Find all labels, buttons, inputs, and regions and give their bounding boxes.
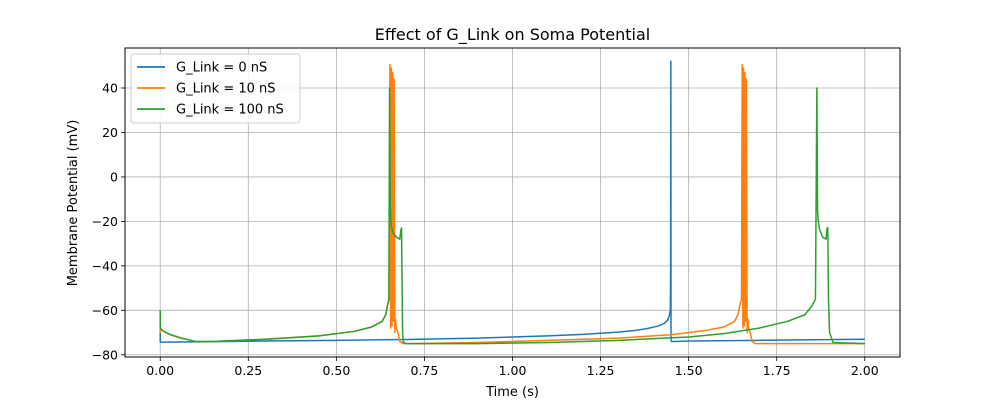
y-tick-label: −40: [92, 258, 118, 273]
legend: G_Link = 0 nS G_Link = 10 nS G_Link = 100 …: [130, 53, 301, 124]
x-tick-label: 1.50: [675, 363, 703, 378]
axes: 0.00 0.25 0.50 0.75 1.00 1.25 1.50 1.75 2.00 −80 −…: [92, 81, 879, 378]
x-tick-label: 1.25: [587, 363, 615, 378]
legend-label: G_Link = 100 nS: [176, 103, 284, 118]
x-tick-label: 0.75: [411, 363, 439, 378]
y-axis-label: Membrane Potential (mV): [66, 120, 81, 287]
y-tick-label: −20: [92, 214, 118, 229]
legend-box: [130, 53, 301, 124]
legend-label: G_Link = 10 nS: [176, 82, 276, 97]
series-layer: [159, 60, 865, 345]
x-tick-label: 0.50: [322, 363, 350, 378]
x-tick-label: 1.75: [763, 363, 791, 378]
grid: [125, 48, 900, 357]
y-tick-label: 0: [110, 169, 118, 184]
x-tick-label: 0.00: [146, 363, 174, 378]
plot-frame: [124, 47, 901, 358]
x-tick-label: 2.00: [851, 363, 879, 378]
y-tick-label: 40: [102, 81, 118, 96]
series-line-3: [159, 87, 865, 345]
chart-title: Effect of G_Link on Soma Potential: [375, 25, 650, 45]
x-tick-label: 0.25: [234, 363, 262, 378]
y-tick-label: 20: [102, 125, 118, 140]
x-tick-label: 1.00: [499, 363, 527, 378]
legend-label: G_Link = 0 nS: [176, 61, 267, 76]
y-tick-label: −80: [92, 347, 118, 362]
x-axis-label: Time (s): [485, 385, 539, 400]
y-tick-label: −60: [92, 303, 118, 318]
